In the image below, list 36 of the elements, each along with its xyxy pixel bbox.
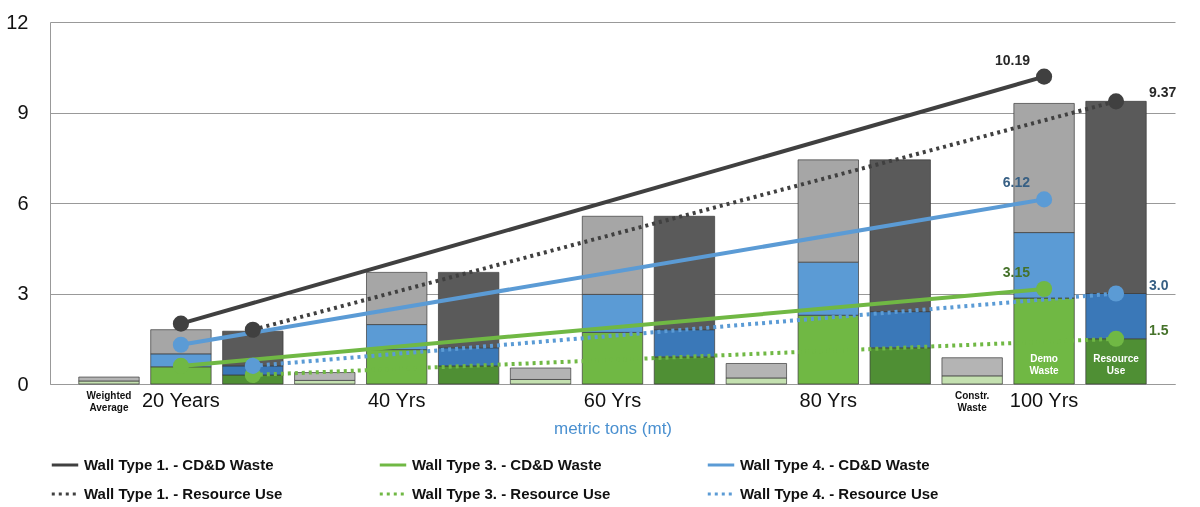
legend-label: Wall Type 3. - Resource Use	[412, 485, 611, 502]
bar	[78, 376, 140, 382]
x-axis-title: metric tons (mt)	[553, 418, 673, 438]
point	[1107, 93, 1125, 110]
data-label: 9.37	[1149, 84, 1177, 101]
x-tick-label: 20 Years	[141, 388, 220, 411]
x-tick-label: 60 Yrs	[583, 388, 642, 411]
point	[1036, 191, 1053, 208]
point	[1107, 285, 1125, 302]
legend-label: Wall Type 1. - CD&D Waste	[84, 456, 274, 473]
x-tick-label: 40 Yrs	[367, 388, 426, 411]
point	[1036, 68, 1053, 85]
y-tick-label: 12	[6, 10, 29, 33]
point	[244, 357, 261, 374]
x-tick-label: Constr. Waste	[954, 389, 990, 413]
x-tick-label: 80 Yrs	[799, 388, 858, 411]
legend-label: Wall Type 3. - CD&D Waste	[412, 456, 602, 473]
y-tick-label: 3	[17, 282, 29, 304]
data-label: 10.19	[995, 51, 1031, 68]
legend-label: Wall Type 4. - Resource Use	[740, 485, 939, 502]
y-tick-label: 0	[17, 372, 29, 395]
data-label: 3.0	[1149, 276, 1169, 293]
legend-label: Wall Type 1. - Resource Use	[84, 485, 283, 502]
data-label: 1.5	[1149, 321, 1169, 338]
point	[1107, 330, 1125, 347]
annotation: Resource Use	[1093, 353, 1140, 376]
x-tick-label: Weighted Average	[86, 389, 132, 413]
annotation: Demo Waste	[1029, 353, 1060, 376]
y-tick-label: 6	[17, 191, 29, 214]
legend-label: Wall Type 4. - CD&D Waste	[740, 456, 930, 473]
y-tick-label: 9	[17, 101, 29, 123]
point	[1036, 280, 1053, 298]
point	[244, 321, 261, 338]
bar	[294, 372, 356, 381]
point	[172, 315, 189, 332]
x-tick-label: 100 Yrs	[1009, 388, 1079, 411]
